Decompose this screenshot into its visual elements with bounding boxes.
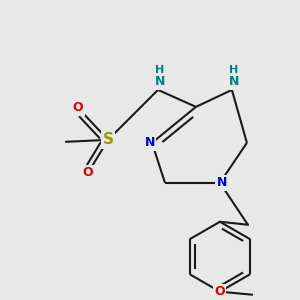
Text: N: N — [155, 75, 165, 88]
Text: O: O — [83, 166, 93, 179]
Text: N: N — [229, 75, 239, 88]
Text: N: N — [145, 136, 155, 149]
Text: S: S — [103, 132, 113, 147]
Text: O: O — [214, 285, 225, 298]
Text: O: O — [73, 101, 83, 114]
Text: N: N — [217, 176, 227, 189]
Text: H: H — [229, 65, 239, 75]
Text: H: H — [155, 65, 165, 75]
